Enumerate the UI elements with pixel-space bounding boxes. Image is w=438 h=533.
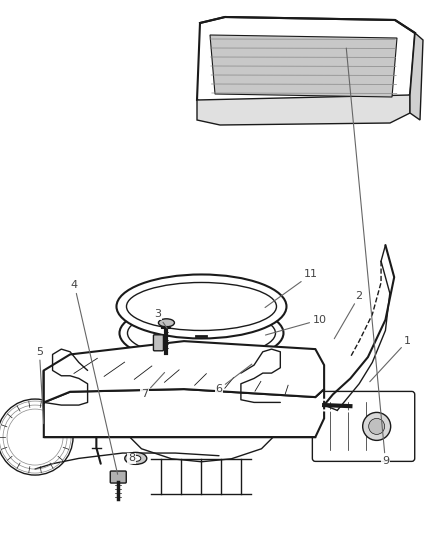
- Ellipse shape: [117, 274, 286, 338]
- Circle shape: [0, 399, 73, 475]
- Circle shape: [369, 418, 385, 434]
- Ellipse shape: [131, 455, 141, 462]
- Polygon shape: [44, 370, 324, 437]
- FancyBboxPatch shape: [312, 391, 415, 462]
- Ellipse shape: [121, 356, 282, 411]
- FancyBboxPatch shape: [110, 471, 126, 483]
- Ellipse shape: [125, 453, 147, 464]
- Polygon shape: [210, 35, 397, 97]
- Text: 5: 5: [36, 347, 44, 424]
- Text: 3: 3: [154, 310, 167, 328]
- Text: 9: 9: [346, 48, 389, 466]
- Text: 2: 2: [334, 291, 363, 338]
- Ellipse shape: [137, 363, 266, 405]
- Ellipse shape: [159, 319, 174, 327]
- Text: 7: 7: [141, 373, 165, 399]
- Ellipse shape: [120, 303, 283, 363]
- Ellipse shape: [127, 309, 276, 357]
- Text: 1: 1: [370, 336, 411, 382]
- Text: 8: 8: [128, 454, 136, 463]
- Circle shape: [363, 413, 391, 440]
- Polygon shape: [197, 95, 410, 125]
- Ellipse shape: [127, 282, 276, 330]
- Polygon shape: [410, 33, 423, 120]
- Text: 4: 4: [71, 280, 118, 474]
- Text: 6: 6: [215, 364, 252, 394]
- Polygon shape: [197, 17, 415, 110]
- FancyBboxPatch shape: [153, 335, 163, 351]
- Text: 10: 10: [265, 315, 327, 335]
- Polygon shape: [44, 341, 324, 402]
- Text: 11: 11: [265, 270, 318, 308]
